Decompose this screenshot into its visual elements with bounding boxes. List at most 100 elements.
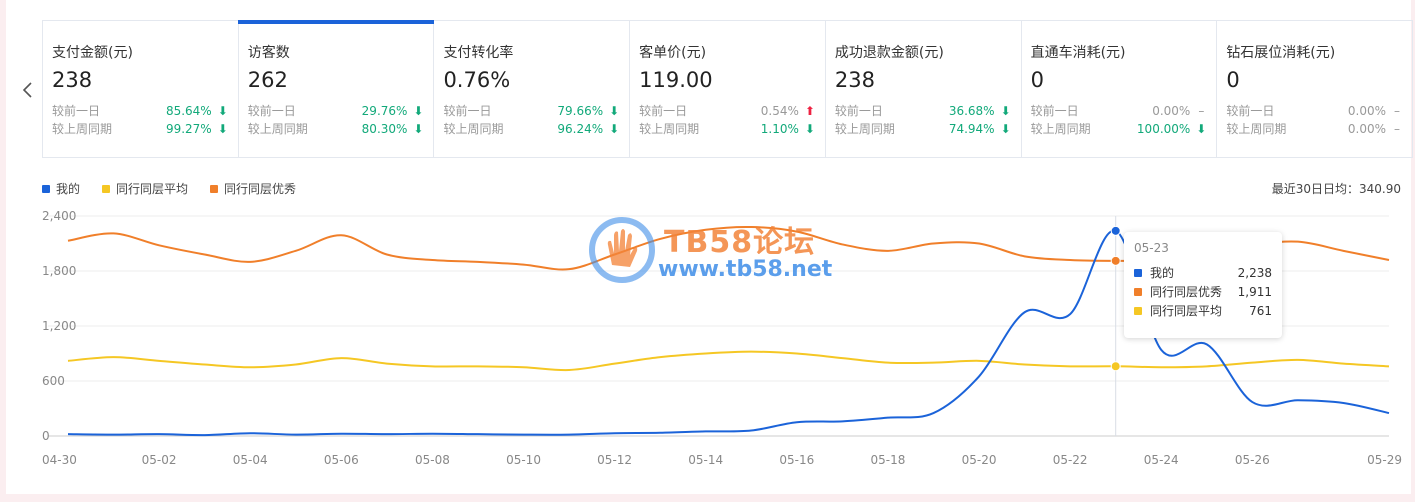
tooltip-row: 我的 2,238	[1134, 263, 1272, 282]
tooltip-date: 05-23	[1134, 241, 1169, 255]
x-tick-label: 05-24	[1144, 453, 1179, 467]
metric-value: 0.76%	[443, 68, 511, 92]
comparison-percent: 85.64%	[165, 104, 212, 118]
legend-label-mine: 我的	[56, 182, 81, 196]
metric-title: 客单价(元)	[639, 45, 707, 61]
metric-title: 成功退款金额(元)	[834, 45, 944, 61]
comparison-row: 较前一日 29.76% ⬇	[248, 104, 426, 118]
comparison-percent: 96.24%	[557, 122, 604, 136]
arrow-down-icon: ⬇	[217, 104, 228, 118]
dash-icon: –	[1198, 104, 1205, 118]
x-tick-label: 05-22	[1053, 453, 1088, 467]
comparison-label: 较前一日	[247, 104, 296, 118]
arrow-down-icon: ⬇	[1196, 122, 1207, 136]
x-tick-label: 05-06	[324, 453, 359, 467]
chevron-left-icon[interactable]	[18, 78, 38, 102]
comparison-percent: 100.00%	[1136, 122, 1191, 136]
chart-legend: 我的 同行同层平均 同行同层优秀	[42, 180, 296, 197]
x-tick-label: 05-10	[506, 453, 541, 467]
comparison-row: 较上周同期 0.00% –	[1226, 122, 1404, 136]
legend-swatch-top	[210, 184, 219, 193]
comparison-label: 较上周同期	[834, 122, 895, 136]
comparison-row: 较前一日 36.68% ⬇	[835, 104, 1013, 118]
tooltip-row: 同行同层平均 761	[1134, 301, 1272, 320]
arrow-down-icon: ⬇	[413, 104, 424, 118]
comparison-row: 较上周同期 96.24% ⬇	[443, 122, 621, 136]
metric-title: 直通车消耗(元)	[1030, 45, 1126, 61]
legend-item-top[interactable]: 同行同层优秀	[210, 180, 296, 197]
comparison-percent: 0.00%	[1347, 104, 1387, 118]
x-tick-label: 05-08	[415, 453, 450, 467]
arrow-down-icon: ⬇	[217, 122, 228, 136]
legend-item-mine[interactable]: 我的	[42, 180, 80, 197]
comparison-label: 较上周同期	[247, 122, 308, 136]
comparison-row: 较前一日 0.00% –	[1226, 104, 1404, 118]
x-tick-label: 05-02	[142, 453, 177, 467]
arrow-down-icon: ⬇	[413, 122, 424, 136]
comparison-label: 较上周同期	[639, 122, 700, 136]
legend-label-avg: 同行同层平均	[116, 182, 189, 196]
tooltip-swatch-avg	[1134, 306, 1142, 315]
metric-card[interactable]: 客单价(元) 119.00 较前一日 0.54% ⬆ 较上周同期 1.10% ⬇	[630, 21, 826, 157]
comparison-row: 较上周同期 74.94% ⬇	[835, 122, 1013, 136]
metric-card[interactable]: 支付金额(元) 238 较前一日 85.64% ⬇ 较上周同期 99.27% ⬇	[43, 21, 239, 157]
comparison-label: 较前一日	[1226, 104, 1275, 118]
metric-value: 119.00	[639, 68, 713, 92]
metric-card[interactable]: 成功退款金额(元) 238 较前一日 36.68% ⬇ 较上周同期 74.94%…	[826, 21, 1022, 157]
x-tick-label: 04-30	[42, 453, 77, 467]
comparison-percent: 0.00%	[1152, 104, 1191, 118]
comparison-percent: 29.76%	[361, 104, 408, 118]
comparison-row: 较上周同期 99.27% ⬇	[52, 122, 230, 136]
x-tick-label: 05-14	[688, 453, 723, 467]
metric-value: 262	[247, 68, 288, 92]
tooltip-name: 同行同层优秀	[1150, 285, 1223, 299]
series-line-avg	[67, 350, 1390, 372]
metric-card[interactable]: 支付转化率 0.76% 较前一日 79.66% ⬇ 较上周同期 96.24% ⬇	[434, 21, 631, 157]
arrow-down-icon: ⬇	[1000, 122, 1011, 136]
comparison-label: 较前一日	[1030, 104, 1079, 118]
chart-tooltip: 05-23 我的 2,238 同行同层优秀 1,911 同行同层平均 761	[1124, 232, 1282, 338]
y-tick-label: 2,400	[42, 209, 76, 223]
metric-card[interactable]: 访客数 262 较前一日 29.76% ⬇ 较上周同期 80.30% ⬇	[237, 20, 435, 157]
metric-value: 0	[1226, 68, 1240, 92]
comparison-row: 较前一日 85.64% ⬇	[52, 104, 230, 118]
metric-title: 支付金额(元)	[52, 45, 133, 61]
comparison-row: 较上周同期 80.30% ⬇	[248, 122, 426, 136]
legend-swatch-mine	[42, 184, 50, 193]
hover-point-top	[1110, 255, 1121, 266]
comparison-percent: 0.54%	[760, 104, 799, 118]
arrow-down-icon: ⬇	[804, 122, 815, 136]
arrow-down-icon: ⬇	[609, 104, 620, 118]
metric-card[interactable]: 直通车消耗(元) 0 较前一日 0.00% – 较上周同期 100.00% ⬇	[1022, 21, 1218, 157]
x-tick-label: 05-29	[1367, 453, 1402, 467]
tooltip-name: 我的	[1150, 266, 1175, 280]
metric-title: 钻石展位消耗(元)	[1226, 45, 1336, 61]
comparison-row: 较前一日 79.66% ⬇	[443, 104, 621, 118]
legend-item-avg[interactable]: 同行同层平均	[102, 180, 188, 197]
comparison-label: 较上周同期	[1030, 122, 1091, 136]
dash-icon: –	[1394, 104, 1401, 118]
30-day-average: 最近30日日均：340.90	[1271, 182, 1401, 196]
metric-value: 238	[834, 68, 875, 92]
metric-card[interactable]: 钻石展位消耗(元) 0 较前一日 0.00% – 较上周同期 0.00% –	[1217, 21, 1412, 157]
legend-swatch-avg	[102, 184, 111, 193]
comparison-label: 较上周同期	[443, 122, 504, 136]
comparison-percent: 74.94%	[948, 122, 995, 136]
metric-title: 支付转化率	[443, 45, 514, 61]
tooltip-value: 761	[1249, 303, 1272, 318]
comparison-label: 较前一日	[443, 104, 492, 118]
tooltip-name: 同行同层平均	[1150, 304, 1223, 318]
y-tick-label: 1,200	[42, 319, 76, 333]
comparison-row: 较上周同期 1.10% ⬇	[639, 122, 817, 136]
tooltip-swatch-top	[1134, 287, 1142, 296]
arrow-down-icon: ⬇	[1000, 104, 1011, 118]
x-tick-label: 05-12	[597, 453, 632, 467]
x-tick-label: 05-20	[962, 453, 997, 467]
comparison-label: 较前一日	[834, 104, 883, 118]
comparison-row: 较前一日 0.54% ⬆	[639, 104, 817, 118]
comparison-percent: 99.27%	[165, 122, 212, 136]
comparison-label: 较上周同期	[1226, 122, 1287, 136]
comparison-percent: 79.66%	[557, 104, 604, 118]
comparison-percent: 0.00%	[1347, 122, 1387, 136]
comparison-label: 较上周同期	[52, 122, 113, 136]
